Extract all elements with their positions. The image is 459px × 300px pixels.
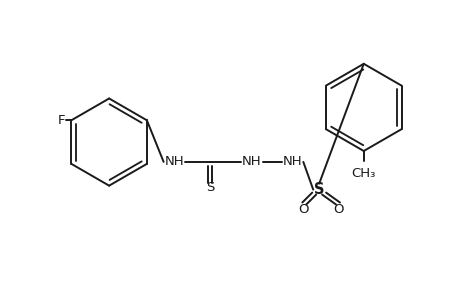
- Text: O: O: [297, 203, 308, 216]
- Text: F: F: [58, 114, 65, 127]
- Text: NH: NH: [164, 155, 184, 168]
- Text: S: S: [206, 181, 214, 194]
- Text: S: S: [313, 182, 324, 197]
- Text: NH: NH: [282, 155, 302, 168]
- Text: O: O: [333, 203, 343, 216]
- Text: NH: NH: [241, 155, 261, 168]
- Text: CH₃: CH₃: [351, 167, 375, 180]
